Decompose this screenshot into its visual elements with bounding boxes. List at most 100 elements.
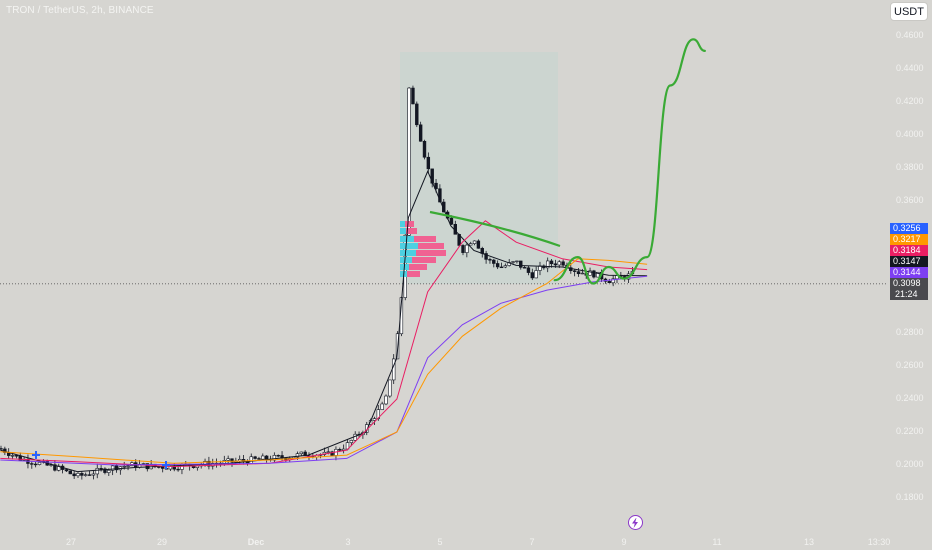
candle — [545, 260, 550, 269]
volume-profile-bar — [400, 228, 406, 234]
volume-profile-bar — [405, 221, 414, 227]
lightning-icon[interactable] — [628, 515, 643, 530]
candle — [95, 468, 99, 475]
candle — [384, 395, 388, 405]
candle — [415, 103, 419, 126]
candle — [449, 217, 454, 225]
candle — [484, 253, 488, 260]
candle — [422, 140, 427, 158]
candle — [561, 261, 565, 266]
candle — [53, 464, 57, 471]
candle — [588, 270, 592, 276]
candle — [465, 244, 469, 253]
candle — [145, 463, 149, 470]
cross-marker-icon — [162, 461, 170, 469]
candle — [176, 468, 180, 471]
candle — [110, 465, 115, 471]
candle — [549, 260, 554, 265]
candle — [249, 456, 253, 464]
candle — [611, 278, 615, 284]
currency-button[interactable]: USDT — [890, 2, 928, 21]
volume-profile-bar — [407, 271, 420, 277]
candle — [330, 451, 334, 456]
price-label: 0.3184 — [890, 245, 928, 256]
candle — [580, 272, 585, 275]
price-tick: 0.4600 — [896, 30, 924, 40]
candle — [261, 455, 265, 460]
candle — [14, 455, 19, 457]
candle — [503, 265, 508, 268]
candle — [515, 260, 519, 263]
candle — [488, 259, 492, 261]
moving-average-line — [0, 258, 648, 464]
candle — [461, 245, 465, 253]
candle — [572, 270, 577, 272]
candle — [84, 474, 88, 476]
date-tick: 13 — [803, 537, 815, 547]
candle — [226, 458, 230, 461]
candle — [230, 458, 234, 463]
candle — [349, 440, 354, 443]
candle — [91, 473, 96, 476]
candle — [526, 267, 531, 273]
date-tick: 11 — [712, 537, 722, 547]
candle — [607, 281, 612, 284]
price-tick: 0.4400 — [896, 63, 924, 73]
candle — [468, 243, 473, 246]
candle — [87, 474, 92, 476]
candle — [80, 473, 84, 476]
candle — [438, 188, 442, 203]
candle — [76, 473, 80, 477]
volume-profile-bar — [406, 228, 417, 234]
moving-average-line — [0, 220, 648, 468]
candle — [380, 403, 384, 410]
candle — [326, 451, 330, 453]
date-tick: 13:30 — [867, 537, 891, 547]
volume-profile-bar — [409, 264, 427, 270]
candle — [511, 261, 515, 263]
candle — [0, 448, 3, 450]
candle — [372, 418, 377, 421]
candle — [411, 87, 415, 105]
candle — [99, 468, 103, 470]
candle — [596, 271, 600, 278]
candle — [492, 259, 496, 264]
candle — [534, 270, 538, 279]
candle — [30, 463, 34, 465]
bar-countdown: 21:24 — [890, 289, 928, 300]
price-tick: 0.4000 — [896, 129, 924, 139]
price-label: 0.3256 — [890, 223, 928, 234]
candle — [418, 124, 423, 142]
candle — [576, 271, 581, 275]
date-tick: 5 — [437, 537, 443, 547]
prediction-curve — [553, 38, 706, 285]
candle — [592, 270, 596, 278]
candle — [338, 449, 342, 451]
price-tick: 0.2200 — [896, 426, 924, 436]
volume-profile-bar — [412, 257, 436, 263]
price-label: 0.3147 — [890, 256, 928, 267]
candle — [495, 263, 500, 268]
price-tick: 0.4200 — [896, 96, 924, 106]
date-tick: 3 — [345, 537, 351, 547]
price-tick: 0.2800 — [896, 327, 924, 337]
candle — [522, 267, 527, 269]
candle — [472, 240, 477, 244]
price-label: 0.3098 — [890, 278, 928, 289]
volume-profile-bar — [414, 236, 436, 242]
candle — [426, 156, 431, 170]
cross-marker-icon — [32, 451, 40, 459]
price-tick: 0.1800 — [896, 492, 924, 502]
candle — [353, 433, 357, 441]
candle — [253, 456, 257, 459]
volume-profile-bar — [400, 257, 412, 263]
candle — [68, 470, 73, 475]
candle — [10, 455, 15, 457]
symbol-title: TRON / TetherUS, 2h, BINANCE — [6, 5, 154, 16]
candle — [519, 260, 523, 268]
candle — [161, 466, 165, 469]
candle — [407, 87, 411, 236]
date-tick: Dec — [247, 537, 265, 547]
candle — [264, 455, 269, 460]
